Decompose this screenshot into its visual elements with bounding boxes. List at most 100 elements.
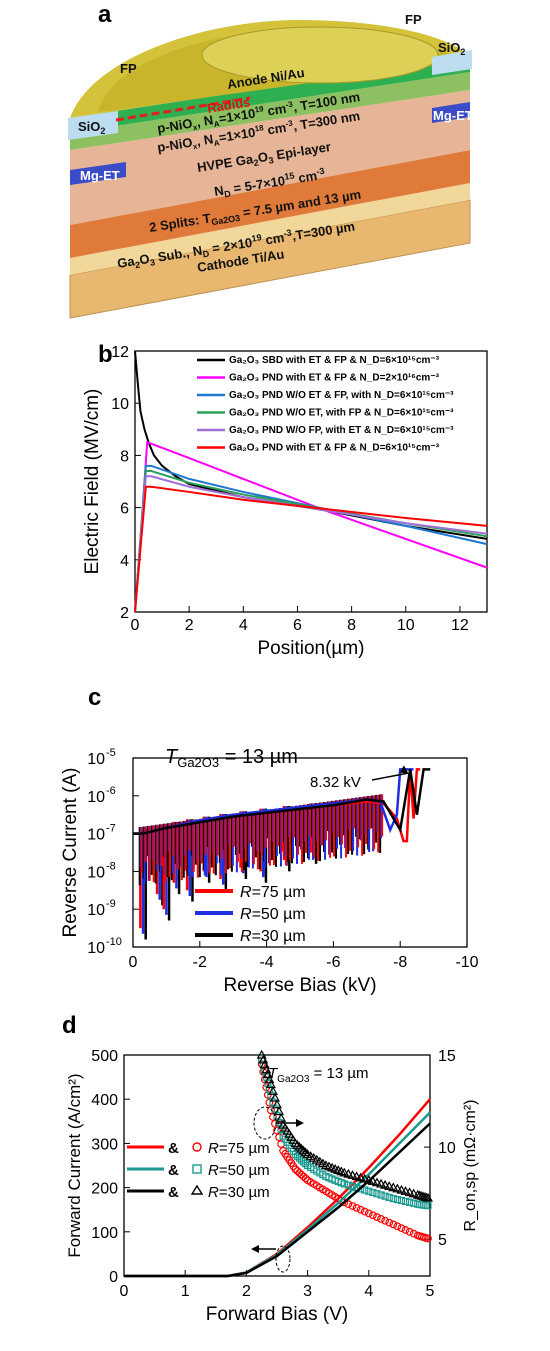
ron-marker-2 <box>290 1138 301 1147</box>
ron-marker-2 <box>380 1179 391 1189</box>
y-tick-label: 400 <box>91 1092 118 1109</box>
ron-marker-0 <box>269 1113 277 1121</box>
ron-marker-2 <box>422 1192 433 1202</box>
panel-b-label: b <box>98 341 113 368</box>
legend-entry-4: Ga₂O₃ PND W/O FP, with ET & N_D=6×10¹⁵cm… <box>229 425 454 436</box>
y-tick-label: 4 <box>120 553 129 570</box>
y-tick-exponent: -10 <box>106 936 122 948</box>
ron-marker-2 <box>274 1106 285 1116</box>
sio2-label-left: SiO2 <box>78 119 105 136</box>
ron-marker-1 <box>295 1154 304 1162</box>
ron-marker-0 <box>301 1174 310 1183</box>
y-tick-label: 12 <box>111 344 129 361</box>
ron-marker-1 <box>293 1152 301 1160</box>
y2-tick-label: 15 <box>438 1048 456 1065</box>
legend-entry-0: R=75 µm <box>240 884 306 901</box>
legend-sep-0: & <box>168 1140 179 1157</box>
ron-marker-0 <box>360 1207 369 1216</box>
layer-nio-top: p-NiOx, NA=1×1019 cm-3, T=100 nm <box>156 89 361 138</box>
ron-marker-1 <box>397 1196 406 1205</box>
ron-marker-2 <box>276 1113 287 1122</box>
panel-a-label: a <box>98 1 112 28</box>
ron-marker-1 <box>373 1190 381 1198</box>
legend-entry-0: Ga₂O₃ SBD with ET & FP & N_D=6×10¹⁵cm⁻³ <box>229 355 440 366</box>
ron-marker-1 <box>361 1186 369 1194</box>
y-axis-label: Forward Current (A/cm²) <box>65 1073 84 1257</box>
ron-marker-2 <box>339 1167 350 1177</box>
y-tick-label: 10 <box>87 864 105 881</box>
fp-label-right: FP <box>405 12 422 27</box>
ron-marker-1 <box>377 1191 385 1199</box>
ron-marker-0 <box>364 1209 373 1218</box>
x-tick-label: -4 <box>259 954 273 971</box>
ron-marker-2 <box>355 1172 366 1182</box>
ron-marker-2 <box>292 1140 303 1149</box>
ron-marker-2 <box>298 1145 309 1155</box>
ron-marker-1 <box>389 1195 397 1203</box>
reverse-iv-chart: c TGa2O3 = 13 µm 0 -2 -4 -6 -8 -1010-1010-910… <box>60 684 479 996</box>
mg-et-label-left: Mg-ET <box>80 168 120 183</box>
ron-marker-2 <box>418 1191 429 1201</box>
ron-marker-0 <box>377 1215 385 1223</box>
ron-marker-1 <box>365 1187 373 1195</box>
ron-marker-2 <box>269 1092 280 1102</box>
ron-marker-1 <box>277 1125 285 1133</box>
ron-marker-2 <box>420 1192 431 1202</box>
ron-marker-2 <box>351 1171 362 1181</box>
y-tick-label: 10 <box>87 902 105 919</box>
y2-axis-label: R_on,sp (mΩ·cm²) <box>462 1100 479 1232</box>
x-axis-label: Forward Bias (V) <box>206 1304 349 1325</box>
y-tick-label: 10 <box>87 940 105 957</box>
x-tick-label: 0 <box>131 617 140 634</box>
x-tick-label: -10 <box>455 954 478 971</box>
y-tick-label: 8 <box>120 448 129 465</box>
y-axis-label: Reverse Current (A) <box>60 768 81 938</box>
x-tick-label: -6 <box>326 954 340 971</box>
x-axis-label: Position(µm) <box>257 638 364 659</box>
ron-marker-0 <box>352 1203 361 1212</box>
breakdown-label: 8.32 kV <box>310 774 361 791</box>
ron-marker-0 <box>405 1227 414 1236</box>
ron-marker-1 <box>344 1181 352 1189</box>
x-tick-label: 12 <box>451 617 469 634</box>
ron-marker-0 <box>368 1211 377 1220</box>
x-tick-label: 0 <box>120 1283 129 1300</box>
y-tick-exponent: -6 <box>106 785 116 797</box>
ron-marker-1 <box>424 1202 432 1210</box>
ron-marker-1 <box>340 1180 348 1188</box>
legend-entry-2: R=30 µm <box>208 1184 270 1201</box>
x-tick-label: 5 <box>426 1283 435 1300</box>
panel-c-label: c <box>88 684 101 711</box>
current-line-2 <box>124 1122 431 1278</box>
y-tick-exponent: -9 <box>106 898 116 910</box>
x-tick-label: 1 <box>181 1283 190 1300</box>
legend-marker-0 <box>192 1142 202 1152</box>
plot-frame <box>123 1054 431 1277</box>
ron-marker-2 <box>343 1168 354 1178</box>
ron-marker-2 <box>294 1141 305 1151</box>
x-tick-label: -2 <box>193 954 207 971</box>
y-tick-label: 200 <box>91 1181 118 1198</box>
plot-frame <box>134 350 488 613</box>
mg-et-label-right: Mg-ET <box>433 108 473 123</box>
x-tick-label: 3 <box>303 1283 312 1300</box>
x-tick-label: 4 <box>364 1283 373 1300</box>
right-axis-arrowhead <box>296 1119 304 1127</box>
breakdown-arrowhead <box>399 765 409 775</box>
series-line-5 <box>134 485 488 613</box>
panel-a-device-schematic: a FP FP SiO2 SiO2 Anode Ni/Au Radius Mg-… <box>68 1 473 319</box>
legend-sep-2: & <box>168 1184 179 1201</box>
legend-entry-2: R=30 µm <box>240 928 306 945</box>
legend-entry-0: R=75 µm <box>208 1140 270 1157</box>
current-curve-marker <box>275 1245 291 1273</box>
ron-marker-1 <box>406 1198 414 1206</box>
ron-marker-1 <box>369 1188 377 1197</box>
series-line-4 <box>134 475 488 613</box>
y-tick-exponent: -8 <box>106 860 116 872</box>
y-axis-label: Electric Field (MV/cm) <box>82 389 103 575</box>
ron-marker-1 <box>291 1150 299 1159</box>
legend-entry-5: Ga₂O₃ PND with ET & FP & N_D=6×10¹⁵cm⁻³ <box>229 443 440 454</box>
legend-marker-1 <box>192 1164 202 1174</box>
panel-d-label: d <box>62 1012 77 1039</box>
legend-entry-1: Ga₂O₃ PND with ET & FP & N_D=2×10¹⁶cm⁻³ <box>229 373 440 384</box>
